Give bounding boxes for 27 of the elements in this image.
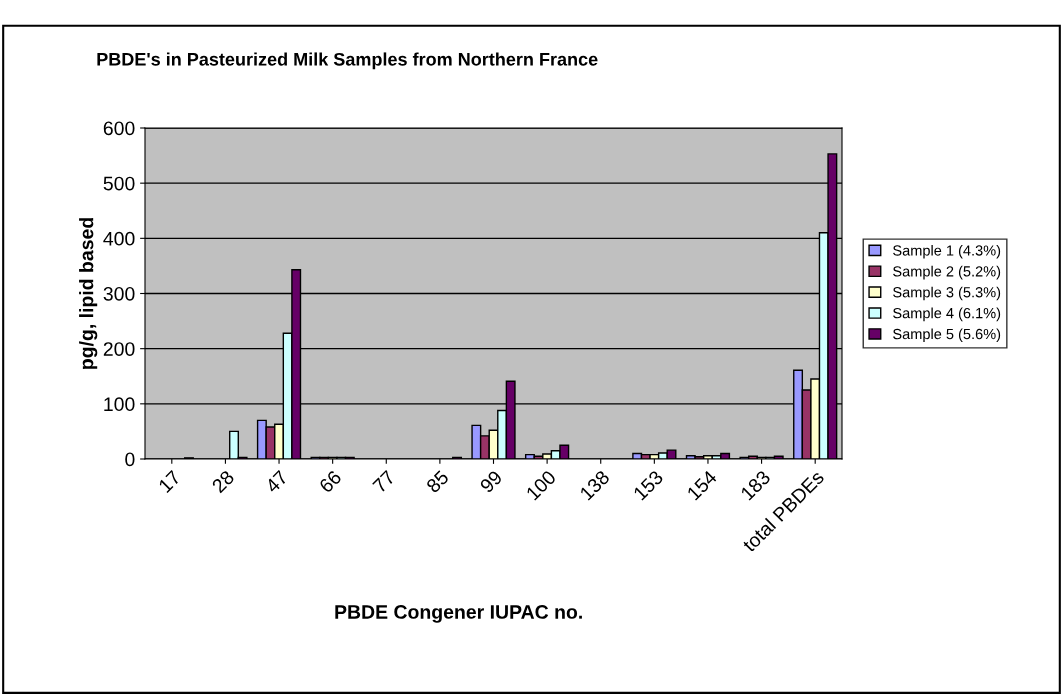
x-tick-label: 66 — [318, 469, 343, 494]
x-tick-label: 47 — [264, 469, 289, 494]
x-tick-label: 28 — [211, 469, 235, 494]
x-tick-label: 17 — [158, 469, 182, 493]
y-tick-label: 0 — [125, 452, 135, 467]
legend-label: Sample 4 (6.1%) — [893, 307, 1001, 322]
legend-label: Sample 3 (5.3%) — [893, 286, 1001, 301]
x-axis-title: PBDE Congener IUPAC no. — [335, 605, 582, 623]
y-tick-label: 500 — [103, 176, 135, 191]
y-tick-label: 400 — [103, 231, 135, 246]
x-tick-label: 138 — [579, 469, 611, 501]
x-tick-label: 183 — [740, 469, 772, 501]
x-tick-label: 154 — [686, 469, 718, 501]
legend-label: Sample 2 (5.2%) — [893, 265, 1001, 280]
x-tick-label: 100 — [525, 469, 557, 501]
x-tick-label: 77 — [372, 469, 396, 494]
x-tick-label: 153 — [632, 469, 664, 501]
y-tick-label: 300 — [103, 286, 135, 301]
legend-label: Sample 1 (4.3%) — [893, 244, 1001, 259]
x-tick-label: 99 — [479, 469, 503, 494]
x-tick-label: 85 — [425, 469, 450, 494]
y-tick-label: 100 — [104, 397, 135, 412]
legend-label: Sample 5 (5.6%) — [893, 328, 1001, 343]
y-axis-title: pg/g, lipid based — [79, 218, 98, 369]
y-tick-label: 600 — [103, 121, 135, 136]
chart-title: PBDE's in Pasteurized Milk Samples from Northern France — [97, 52, 598, 70]
y-tick-label: 200 — [103, 342, 135, 356]
